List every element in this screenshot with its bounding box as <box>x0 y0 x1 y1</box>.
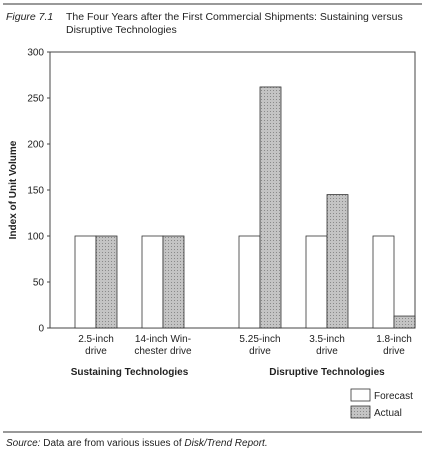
source: Source: Data are from various issues of … <box>6 438 268 449</box>
bar <box>259 86 282 329</box>
x-tick-label: 1.8-inch drive <box>376 334 412 357</box>
bar <box>305 235 328 329</box>
y-tick-label: 150 <box>27 186 44 197</box>
legend-label: Actual <box>374 408 402 419</box>
bar <box>326 194 349 329</box>
source-text: Data are from various issues of <box>43 438 182 449</box>
y-axis-label: Index of Unit Volume <box>8 140 19 239</box>
y-tick-label: 100 <box>27 232 44 243</box>
chart-title: The Four Years after the First Commercia… <box>66 11 403 36</box>
x-tick-label: 5.25-inch drive <box>239 334 280 357</box>
bar <box>95 235 118 329</box>
bar <box>238 235 261 329</box>
bar <box>393 315 416 329</box>
group-label: Sustaining Technologies <box>71 367 189 378</box>
group-label: Disruptive Technologies <box>269 367 385 378</box>
bar <box>372 235 395 329</box>
x-tick-label: 3.5-inch drive <box>309 334 345 357</box>
x-tick-label: 14-inch Win-chester drive <box>134 334 192 357</box>
bar <box>162 235 185 329</box>
source-title: Disk/Trend Report. <box>184 438 267 449</box>
legend-swatch <box>350 388 371 402</box>
y-tick-label: 300 <box>27 48 44 59</box>
y-tick-label: 0 <box>38 324 44 335</box>
y-tick-label: 50 <box>33 278 45 289</box>
legend-label: Forecast <box>374 391 413 402</box>
y-tick-label: 200 <box>27 140 44 151</box>
figure-label: Figure 7.1 <box>6 11 53 23</box>
x-tick-label: 2.5-inch drive <box>78 334 114 357</box>
source-label: Source: <box>6 438 41 449</box>
y-tick-label: 250 <box>27 94 44 105</box>
bar <box>74 235 97 329</box>
bar <box>141 235 164 329</box>
legend-swatch <box>350 405 371 419</box>
